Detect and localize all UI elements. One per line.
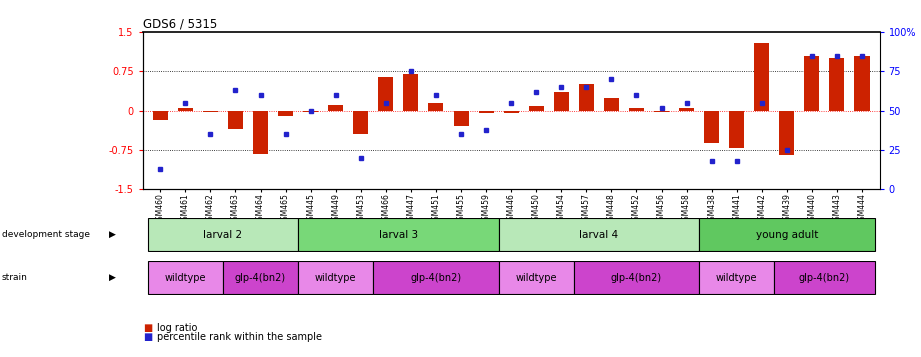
Bar (699, 261, 775, 294)
Bar (699, 218, 875, 251)
Bar (629, 108, 644, 111)
Bar (804, 56, 820, 111)
Text: log ratio: log ratio (157, 323, 197, 333)
Bar (298, 261, 373, 294)
Text: wildtype: wildtype (315, 272, 356, 283)
Text: glp-4(bn2): glp-4(bn2) (235, 272, 286, 283)
Bar (178, 108, 192, 111)
Bar (373, 261, 498, 294)
Bar (529, 106, 543, 111)
Bar (428, 103, 444, 111)
Bar (679, 108, 694, 111)
Bar (403, 74, 418, 111)
Bar (578, 85, 594, 111)
Bar (303, 111, 318, 112)
Bar (278, 111, 293, 116)
Bar (855, 56, 869, 111)
Bar (298, 218, 498, 251)
Bar (504, 111, 519, 113)
Bar (228, 111, 243, 129)
Bar (498, 218, 699, 251)
Bar (147, 218, 298, 251)
Bar (479, 111, 494, 113)
Bar (705, 111, 719, 143)
Text: glp-4(bn2): glp-4(bn2) (611, 272, 662, 283)
Text: larval 3: larval 3 (379, 230, 418, 240)
Bar (754, 42, 769, 111)
Bar (604, 97, 619, 111)
Bar (379, 77, 393, 111)
Text: larval 4: larval 4 (579, 230, 618, 240)
Text: GDS6 / 5315: GDS6 / 5315 (143, 18, 217, 31)
Bar (253, 111, 268, 154)
Text: ▶: ▶ (109, 273, 115, 282)
Bar (328, 105, 344, 111)
Bar (779, 111, 794, 155)
Text: glp-4(bn2): glp-4(bn2) (799, 272, 850, 283)
Text: larval 2: larval 2 (204, 230, 242, 240)
Text: strain: strain (2, 273, 28, 282)
Bar (453, 111, 469, 126)
Text: development stage: development stage (2, 230, 90, 239)
Bar (729, 111, 744, 149)
Text: wildtype: wildtype (716, 272, 757, 283)
Text: glp-4(bn2): glp-4(bn2) (411, 272, 461, 283)
Text: ■: ■ (143, 323, 152, 333)
Text: young adult: young adult (755, 230, 818, 240)
Bar (223, 261, 298, 294)
Text: ■: ■ (143, 332, 152, 342)
Bar (498, 261, 574, 294)
Text: ▶: ▶ (109, 230, 115, 239)
Bar (153, 111, 168, 120)
Bar (775, 261, 875, 294)
Bar (354, 111, 368, 134)
Bar (554, 92, 569, 111)
Text: wildtype: wildtype (516, 272, 557, 283)
Bar (654, 111, 669, 112)
Text: percentile rank within the sample: percentile rank within the sample (157, 332, 321, 342)
Text: wildtype: wildtype (165, 272, 206, 283)
Bar (203, 111, 218, 112)
Bar (147, 261, 223, 294)
Bar (830, 58, 845, 111)
Bar (574, 261, 699, 294)
